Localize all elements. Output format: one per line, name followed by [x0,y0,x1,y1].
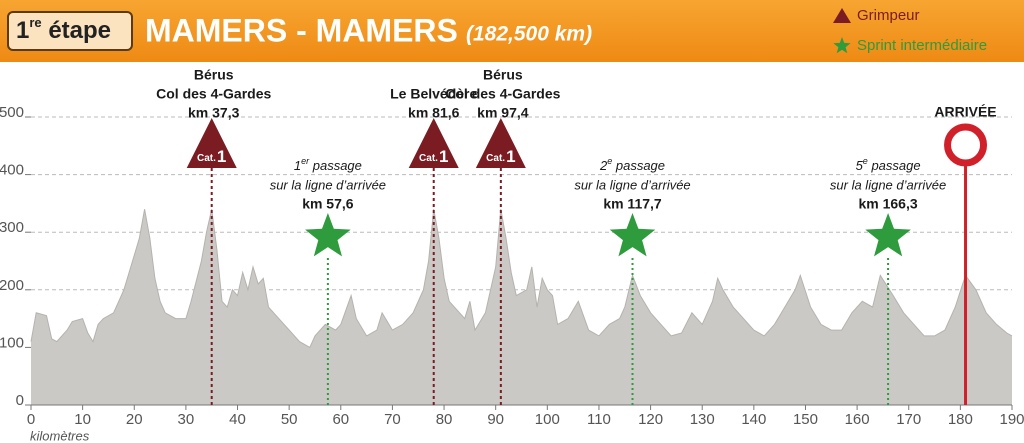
x-tick-label: 120 [638,411,663,428]
sprint-star [609,213,656,257]
legend-label: Grimpeur [857,7,920,24]
stage-box [7,11,133,51]
climb-label: Col des 4-Gardes [156,86,271,102]
x-tick-label: 10 [74,411,91,428]
stage-label: 1re étape [16,15,111,44]
cat-prefix: Cat. [419,153,438,164]
header-band [0,0,1024,62]
sprint-ordinal: 5 [856,158,864,173]
y-tick-label: 200 [0,277,24,294]
stage-word: étape [48,17,111,44]
climb-category: Cat.1 [197,147,226,166]
y-tick-label: 100 [0,334,24,351]
cat-number: 1 [506,147,515,166]
climb-label: km 37,3 [188,105,240,121]
x-tick-label: 100 [535,411,560,428]
x-tick-label: 30 [178,411,195,428]
sprint-km: km 166,3 [858,196,917,212]
x-tick-label: 150 [793,411,818,428]
sprint-star [305,213,351,257]
sprint-label: sur la ligne d’arrivée [270,177,386,192]
legend-star [833,37,851,54]
x-tick-label: 70 [384,411,401,428]
climb-triangle [186,118,237,168]
profile-fill [31,209,1012,405]
climb-label: Le Belvédère [390,86,477,102]
climb-category: Cat.1 [419,147,448,166]
x-tick-label: 80 [436,411,453,428]
x-tick-label: 40 [229,411,246,428]
finish-label: ARRIVÉE [934,104,996,120]
title: MAMERS - MAMERS [145,12,458,48]
x-tick-label: 170 [896,411,921,428]
sprint-km: km 117,7 [603,196,662,212]
sprint-label: 2e passage [599,156,665,173]
sprint-label: 1er passage [294,156,362,173]
legend-triangle [833,8,851,23]
cat-number: 1 [217,147,226,166]
y-tick-label: 300 [0,219,24,236]
y-tick-label: 500 [0,104,24,121]
sprint-ordinal: 2 [599,158,608,173]
y-tick-label: 400 [0,162,24,179]
climb-label: Col des 4-Gardes [445,86,560,102]
legend-label: Sprint intermédiaire [857,37,987,54]
sprint-star [865,213,911,257]
sprint-suffix: e [863,156,868,166]
climb-label: Bérus [483,67,523,83]
x-tick-label: 0 [27,411,35,428]
finish-marker [944,123,988,167]
sprint-label: sur la ligne d’arrivée [830,177,946,192]
cat-prefix: Cat. [197,153,216,164]
climb-triangle [408,118,459,168]
y-tick-label: 0 [16,392,24,409]
sprint-word: passage [615,158,665,173]
profile-line [30,209,1013,349]
climb-label: Bérus [194,67,234,83]
climb-label: km 97,4 [477,105,529,121]
distance: (182,500 km) [466,23,592,46]
x-tick-label: 90 [487,411,504,428]
x-tick-label: 160 [845,411,870,428]
sprint-suffix: er [301,156,310,166]
sprint-ordinal: 1 [294,158,301,173]
x-tick-label: 180 [948,411,973,428]
x-axis-label: kilomètres [30,428,90,443]
climb-label: km 81,6 [408,105,460,121]
sprint-km: km 57,6 [302,196,354,212]
climb-category: Cat.1 [486,147,515,166]
x-tick-label: 190 [999,411,1024,428]
x-tick-label: 50 [281,411,298,428]
sprint-word: passage [312,158,362,173]
x-tick-label: 110 [587,411,611,428]
sprint-label: sur la ligne d’arrivée [574,177,690,192]
climb-triangle [475,118,526,168]
x-tick-label: 20 [126,411,143,428]
cat-prefix: Cat. [486,153,505,164]
sprint-suffix: e [607,156,612,166]
sprint-label: 5e passage [856,156,921,173]
cat-number: 1 [439,147,448,166]
x-tick-label: 60 [332,411,349,428]
stage-number: 1 [16,17,29,44]
x-tick-label: 140 [741,411,766,428]
sprint-word: passage [870,158,920,173]
x-tick-label: 130 [690,411,715,428]
stage-suffix: re [29,15,41,30]
